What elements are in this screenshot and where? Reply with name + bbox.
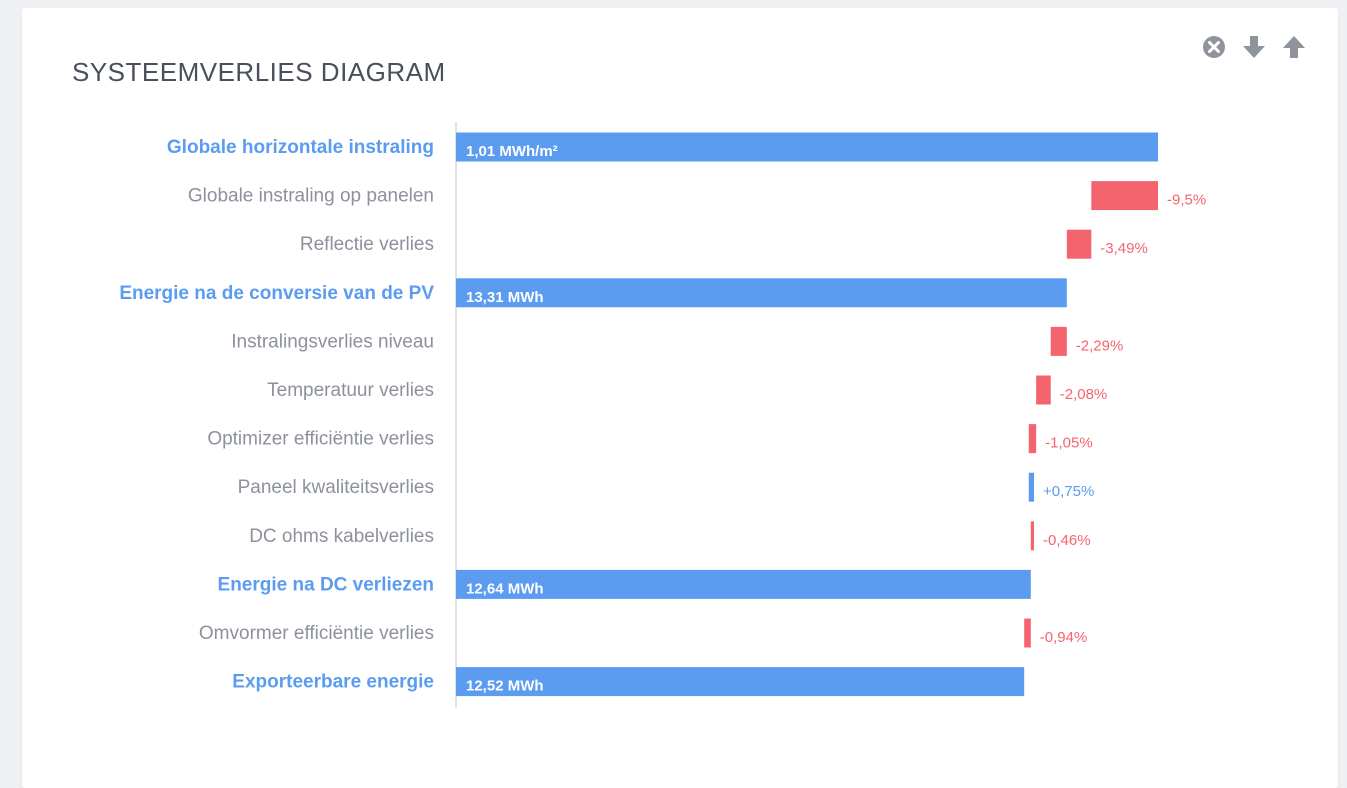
bar-value-label: 13,31 MWh bbox=[466, 289, 544, 306]
category-label: Omvormer efficiëntie verlies bbox=[199, 623, 434, 644]
category-label: Instralingsverlies niveau bbox=[231, 331, 434, 352]
bar bbox=[1030, 521, 1035, 551]
category-label: DC ohms kabelverlies bbox=[249, 526, 434, 547]
bar-value-label: 1,01 MWh/m² bbox=[466, 143, 558, 160]
bar-value-label: -2,08% bbox=[1060, 386, 1108, 403]
category-label: Optimizer efficiëntie verlies bbox=[207, 429, 434, 450]
arrow-up-icon[interactable] bbox=[1280, 33, 1308, 61]
category-label: Temperatuur verlies bbox=[267, 380, 434, 401]
bar bbox=[456, 278, 1067, 308]
bar-value-label: -2,29% bbox=[1076, 337, 1124, 354]
category-label: Globale horizontale instraling bbox=[167, 137, 434, 158]
category-label: Energie na DC verliezen bbox=[218, 574, 434, 595]
bar bbox=[1028, 424, 1037, 454]
bar-value-label: -9,5% bbox=[1167, 192, 1206, 209]
bar bbox=[456, 132, 1158, 162]
page-title: SYSTEEMVERLIES DIAGRAM bbox=[72, 57, 446, 87]
bar-value-label: 12,64 MWh bbox=[466, 580, 544, 597]
bar-value-label: -1,05% bbox=[1045, 435, 1093, 452]
bar bbox=[456, 667, 1025, 697]
close-icon[interactable] bbox=[1200, 33, 1228, 61]
bar-value-label: -0,46% bbox=[1043, 532, 1091, 549]
bar-value-label: -0,94% bbox=[1040, 629, 1088, 646]
bar bbox=[456, 569, 1031, 599]
bar bbox=[1024, 618, 1031, 648]
category-label: Energie na de conversie van de PV bbox=[119, 283, 434, 304]
category-label: Paneel kwaliteitsverlies bbox=[238, 477, 434, 498]
bar-value-label: 12,52 MWh bbox=[466, 678, 544, 695]
bar bbox=[1036, 375, 1051, 405]
bar bbox=[1050, 326, 1067, 356]
bar bbox=[1066, 229, 1092, 259]
bar-value-label: -3,49% bbox=[1100, 240, 1148, 257]
bar-value-label: +0,75% bbox=[1043, 483, 1094, 500]
card-actions bbox=[1200, 33, 1310, 61]
bar bbox=[1028, 472, 1035, 502]
category-label: Globale instraling op panelen bbox=[188, 186, 434, 207]
category-label: Reflectie verlies bbox=[300, 234, 434, 255]
bar bbox=[1091, 181, 1158, 211]
category-label: Exporteerbare energie bbox=[232, 672, 434, 693]
arrow-down-icon[interactable] bbox=[1240, 33, 1268, 61]
